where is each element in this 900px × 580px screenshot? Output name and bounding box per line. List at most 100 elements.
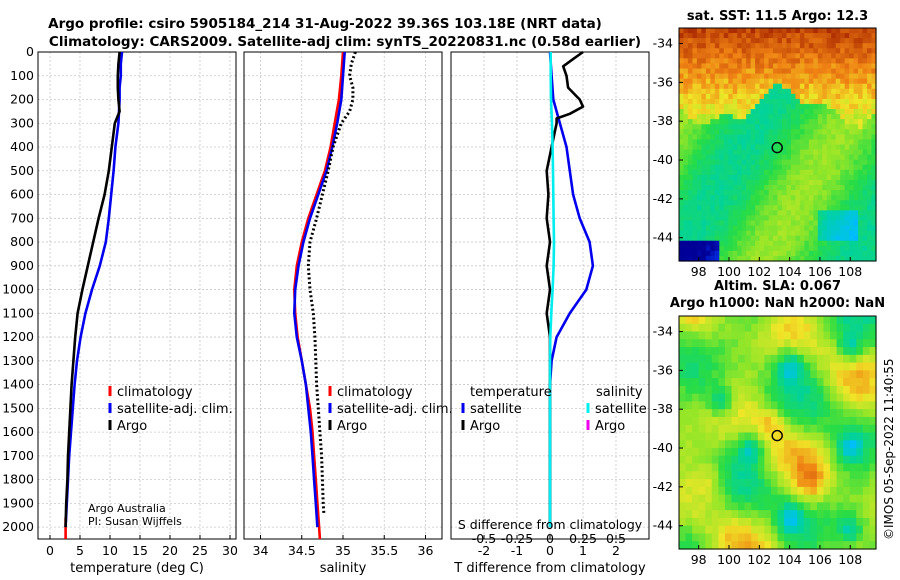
map-cell bbox=[786, 169, 792, 176]
map-cell bbox=[741, 28, 747, 34]
map-cell bbox=[757, 432, 765, 441]
sla-field bbox=[679, 316, 877, 550]
map-cell bbox=[804, 255, 810, 262]
map-cell bbox=[683, 119, 689, 125]
map-cell bbox=[862, 48, 868, 54]
map-cell bbox=[746, 169, 752, 176]
map-cell bbox=[871, 164, 877, 171]
map-cell bbox=[757, 354, 765, 364]
map-cell bbox=[804, 149, 810, 156]
map-cell bbox=[724, 416, 733, 426]
map-cell bbox=[808, 58, 814, 65]
map-cell bbox=[746, 73, 752, 80]
map-cell bbox=[849, 255, 855, 262]
map-cell bbox=[830, 316, 838, 325]
map-cell bbox=[790, 385, 798, 395]
map-cell bbox=[786, 245, 792, 252]
map-cell bbox=[831, 38, 837, 44]
map-cell bbox=[685, 510, 693, 519]
map-cell bbox=[781, 43, 788, 49]
map-cell bbox=[719, 225, 725, 232]
map-cell bbox=[764, 78, 770, 85]
map-cell bbox=[683, 83, 689, 90]
map-cell bbox=[843, 541, 851, 550]
map-cell bbox=[764, 354, 772, 364]
map-cell bbox=[755, 134, 761, 141]
map-cell bbox=[790, 486, 798, 496]
map-cell bbox=[705, 502, 713, 511]
map-cell bbox=[770, 401, 779, 410]
map-cell bbox=[746, 93, 752, 100]
map-cell bbox=[757, 510, 765, 519]
map-cell bbox=[719, 88, 725, 95]
map-cell bbox=[777, 164, 783, 171]
map-cell bbox=[840, 245, 846, 252]
map-cell bbox=[698, 494, 706, 503]
map-cell bbox=[831, 78, 837, 85]
map-cell bbox=[856, 502, 864, 511]
map-cell bbox=[728, 119, 734, 125]
map-cell bbox=[867, 235, 873, 242]
map-cell bbox=[810, 385, 818, 395]
map-cell bbox=[822, 134, 828, 141]
map-cell bbox=[687, 205, 694, 211]
map-cell bbox=[826, 53, 832, 59]
map-cell bbox=[770, 362, 779, 371]
map-cell bbox=[777, 83, 783, 90]
map-cell bbox=[741, 240, 747, 247]
map-cell bbox=[843, 416, 851, 426]
map-cell bbox=[795, 78, 801, 85]
map-cell bbox=[858, 245, 864, 252]
map-cell bbox=[757, 347, 765, 356]
map-cell bbox=[795, 149, 801, 156]
map-cell bbox=[853, 210, 859, 217]
map-cell bbox=[858, 98, 864, 105]
map-cell bbox=[683, 154, 689, 161]
map-cell bbox=[737, 43, 743, 49]
map-cell bbox=[770, 471, 779, 480]
map-cell bbox=[710, 190, 716, 196]
map-cell bbox=[718, 510, 726, 519]
map-cell bbox=[698, 448, 706, 457]
map-cell bbox=[750, 129, 756, 135]
map-cell bbox=[871, 169, 877, 176]
map-cell bbox=[795, 164, 801, 171]
map-cell bbox=[705, 210, 711, 217]
map-cell bbox=[692, 114, 698, 120]
map-cell bbox=[853, 63, 859, 70]
map-cell bbox=[698, 362, 706, 371]
map-cell bbox=[790, 533, 798, 542]
map-cell bbox=[768, 43, 774, 49]
map-cell bbox=[759, 220, 765, 227]
legend-label: Argo bbox=[595, 419, 625, 434]
map-cell bbox=[685, 517, 693, 527]
map-cell bbox=[751, 440, 759, 449]
map-cell bbox=[692, 225, 698, 232]
map-cell bbox=[810, 463, 818, 472]
map-cell bbox=[685, 486, 693, 496]
map-cell bbox=[822, 103, 828, 110]
map-cell bbox=[826, 154, 832, 161]
map-cell bbox=[871, 98, 877, 105]
map-cell bbox=[750, 159, 756, 166]
map-cell bbox=[741, 225, 747, 232]
map-cell bbox=[679, 479, 687, 488]
map-cell bbox=[831, 73, 837, 80]
map-cell bbox=[810, 370, 818, 379]
map-cell bbox=[683, 48, 689, 54]
map-cell bbox=[685, 362, 693, 371]
map-cell bbox=[862, 144, 868, 151]
map-cell bbox=[786, 48, 792, 54]
map-cell bbox=[701, 210, 707, 217]
map-cell bbox=[810, 362, 818, 371]
map-cell bbox=[687, 174, 694, 181]
map-cell bbox=[853, 174, 859, 181]
map-cell bbox=[804, 38, 810, 44]
map-cell bbox=[746, 139, 752, 146]
map-cell bbox=[728, 185, 734, 191]
map-cell bbox=[768, 28, 774, 34]
map-cell bbox=[869, 393, 877, 403]
map-cell bbox=[757, 378, 765, 387]
map-cell bbox=[835, 149, 841, 156]
map-cell bbox=[764, 159, 770, 166]
